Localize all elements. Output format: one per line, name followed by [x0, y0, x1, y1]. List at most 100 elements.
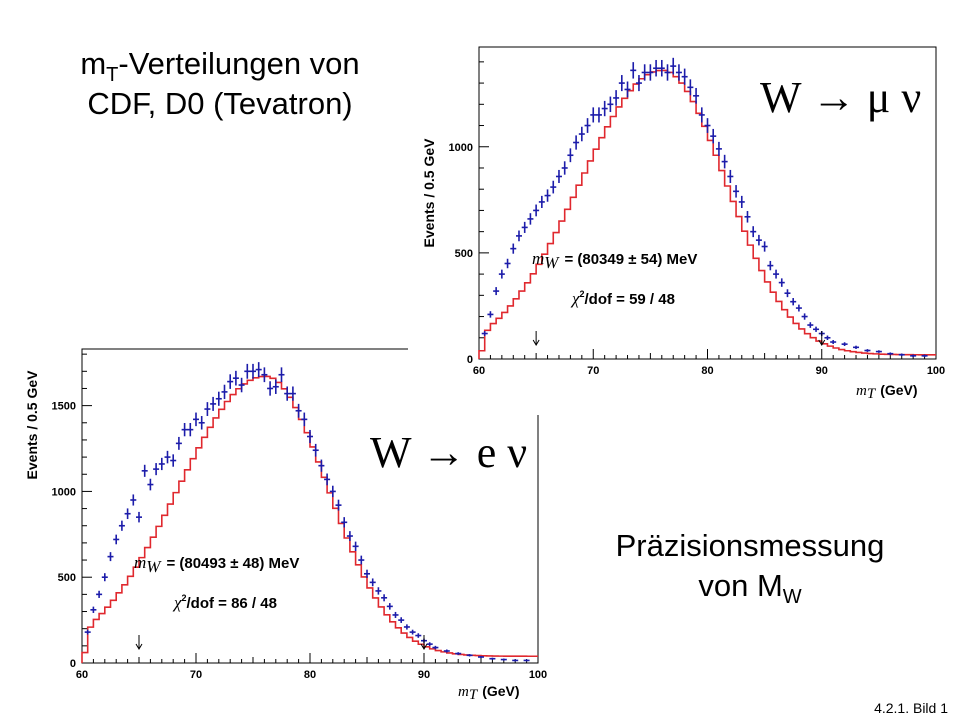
data-point	[352, 541, 359, 552]
title-bottom-sub: W	[782, 586, 802, 608]
plot-frame	[478, 46, 937, 360]
data-point	[489, 657, 496, 660]
data-point	[698, 107, 705, 123]
data-point	[324, 473, 331, 486]
data-point	[187, 423, 194, 437]
data-point	[590, 107, 597, 123]
data-point	[544, 189, 551, 202]
fit-mass-var: m	[134, 553, 146, 572]
arrow-head	[532, 339, 540, 346]
x-tick-label: 80	[701, 365, 713, 377]
data-point	[790, 298, 797, 306]
data-point	[398, 617, 405, 623]
data-point	[813, 326, 820, 332]
data-point	[704, 118, 711, 133]
data-point	[853, 345, 860, 349]
x-axis-label: mT (GeV)	[856, 382, 918, 402]
data-point	[841, 342, 848, 347]
data-point	[403, 624, 410, 630]
title-top-rest: -Verteilungen von	[118, 46, 360, 81]
data-point	[96, 590, 103, 598]
data-point	[613, 90, 620, 106]
data-point	[409, 629, 416, 635]
data-point	[710, 128, 717, 144]
data-point	[392, 611, 399, 618]
x-tick-label: 100	[927, 365, 945, 377]
data-point	[921, 354, 928, 358]
x-axis-sub: T	[469, 687, 479, 703]
title-top-line1: mT-Verteilungen von	[40, 44, 400, 85]
data-point	[107, 552, 114, 562]
data-point	[515, 230, 522, 242]
data-point	[824, 335, 831, 341]
data-point	[295, 403, 302, 418]
data-point	[550, 180, 557, 194]
arrow-head	[135, 643, 143, 650]
data-point	[504, 258, 511, 269]
data-point	[198, 416, 205, 430]
data-point	[773, 269, 780, 279]
data-point	[498, 269, 505, 279]
data-point	[670, 57, 677, 75]
process-label: W → μ ν	[760, 73, 921, 122]
data-point	[533, 204, 540, 217]
data-point	[573, 135, 580, 150]
data-point	[432, 645, 439, 650]
data-point	[147, 478, 154, 491]
y-tick-label: 1000	[449, 142, 473, 154]
x-axis-label: mT (GeV)	[458, 683, 520, 703]
data-point	[887, 352, 894, 355]
data-point	[261, 367, 268, 383]
data-point	[221, 384, 228, 400]
data-point	[681, 68, 688, 85]
y-tick-label: 0	[70, 658, 76, 670]
data-point	[255, 362, 262, 378]
data-point	[807, 322, 814, 328]
data-point	[523, 659, 530, 662]
fit-mass-text: mW = (80349 ± 54) MeV	[532, 249, 697, 272]
data-point	[426, 642, 433, 647]
fit-window-arrow	[135, 635, 143, 650]
data-point	[561, 161, 568, 175]
plot-frame	[82, 349, 538, 663]
data-point	[443, 649, 450, 653]
data-point	[90, 606, 97, 613]
fit-mass-var: m	[532, 249, 544, 268]
data-point	[584, 118, 591, 133]
data-point	[369, 578, 376, 587]
data-point	[118, 520, 125, 531]
data-point	[335, 499, 342, 511]
data-point	[415, 633, 422, 638]
data-point	[289, 386, 296, 401]
x-tick-label: 90	[418, 669, 430, 681]
data-point	[301, 412, 308, 427]
fit-chi2-value: /dof = 86 / 48	[187, 595, 277, 612]
data-point	[238, 377, 245, 393]
fit-chi2-symbol: χ	[172, 593, 182, 612]
title-top-m: m	[80, 46, 107, 81]
data-point	[875, 350, 882, 353]
slide-title-top: mT-Verteilungen von CDF, D0 (Tevatron)	[40, 44, 400, 124]
y-tick-label: 500	[58, 572, 76, 584]
data-point	[232, 370, 239, 386]
arrow-head	[818, 339, 826, 346]
title-bottom-von: von M	[698, 568, 783, 603]
data-point	[278, 367, 285, 383]
x-tick-label: 80	[304, 669, 316, 681]
data-point	[307, 429, 313, 444]
process-label: W → e ν	[370, 428, 527, 477]
y-tick-label: 1500	[52, 401, 76, 413]
data-point	[727, 169, 734, 184]
x-tick-label: 100	[529, 669, 547, 681]
data-point	[510, 243, 517, 254]
data-point	[750, 226, 757, 238]
x-axis-var: m	[856, 383, 867, 399]
data-point	[227, 374, 234, 389]
data-point	[272, 379, 279, 394]
data-point	[375, 587, 382, 595]
fit-window-arrow	[818, 331, 826, 346]
arrow-head	[420, 643, 428, 650]
data-point	[500, 658, 507, 661]
data-point	[250, 363, 256, 379]
